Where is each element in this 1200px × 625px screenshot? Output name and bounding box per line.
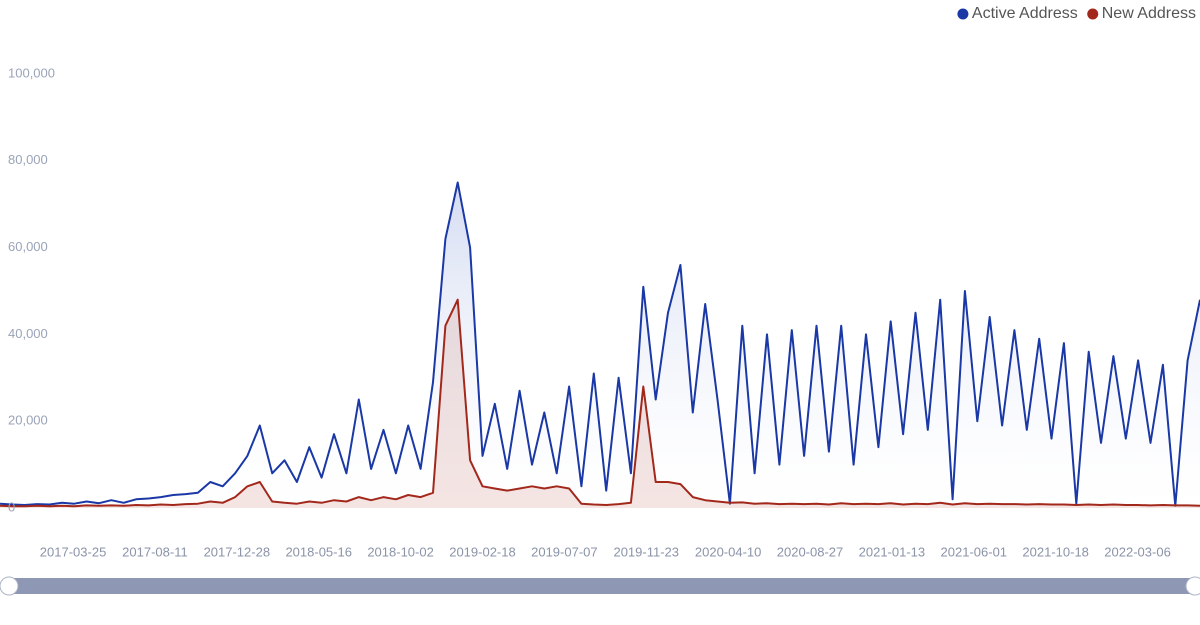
x-tick-label: 2018-05-16 [285,544,352,559]
y-tick-label: 80,000 [8,152,48,167]
x-tick-label: 2017-03-25 [40,544,107,559]
x-tick-label: 2018-10-02 [367,544,434,559]
slider-track[interactable] [6,578,1196,594]
slider-handle-left[interactable] [0,576,19,596]
legend-label: Active Address [972,5,1078,22]
y-tick-label: 20,000 [8,413,48,428]
zoom-slider[interactable] [0,576,1200,596]
x-tick-label: 2020-08-27 [777,544,844,559]
x-tick-label: 2021-10-18 [1022,544,1089,559]
y-tick-label: 60,000 [8,239,48,254]
y-tick-label: 100,000 [8,65,55,80]
x-tick-label: 2021-06-01 [941,544,1008,559]
x-tick-label: 2020-04-10 [695,544,762,559]
x-tick-label: 2019-11-23 [613,544,679,559]
series-line [0,298,1200,508]
series-area [0,182,1200,508]
x-tick-label: 2017-12-28 [204,544,271,559]
legend-marker [1087,8,1099,20]
slider-handle-right[interactable] [1185,576,1200,596]
x-tick-label: 2019-07-07 [531,544,598,559]
x-tick-label: 2019-02-18 [449,544,516,559]
x-tick-label: 2021-01-13 [859,544,926,559]
x-tick-label: 2017-08-11 [122,544,188,559]
x-tick-label: 2022-03-06 [1104,544,1171,559]
series-line [0,181,1200,507]
y-tick-label: 0 [8,499,15,514]
y-tick-label: 40,000 [8,326,48,341]
legend-label: New Address [1102,5,1196,22]
plot-area [0,181,1200,508]
legend-marker [957,8,969,20]
